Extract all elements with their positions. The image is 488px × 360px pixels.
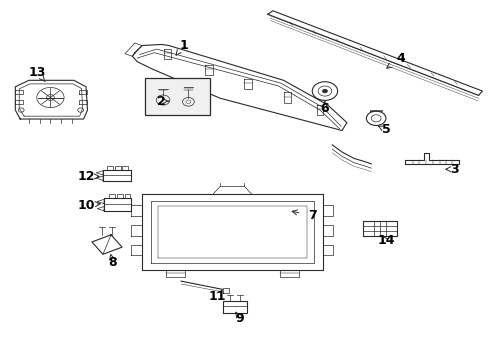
Text: 8: 8 — [108, 255, 117, 269]
Text: 14: 14 — [376, 234, 394, 247]
Text: 6: 6 — [320, 101, 328, 115]
Bar — [144, 78, 210, 116]
Circle shape — [322, 89, 327, 93]
Text: 9: 9 — [235, 311, 244, 325]
Text: 3: 3 — [445, 163, 458, 176]
Text: 12: 12 — [77, 170, 99, 183]
Text: 1: 1 — [176, 39, 187, 55]
Text: 4: 4 — [386, 51, 404, 68]
Text: 13: 13 — [28, 66, 46, 82]
Text: 7: 7 — [291, 210, 317, 222]
Text: 2: 2 — [157, 95, 168, 108]
Text: 5: 5 — [378, 123, 389, 136]
Text: 11: 11 — [208, 290, 226, 303]
Text: 10: 10 — [77, 199, 100, 212]
